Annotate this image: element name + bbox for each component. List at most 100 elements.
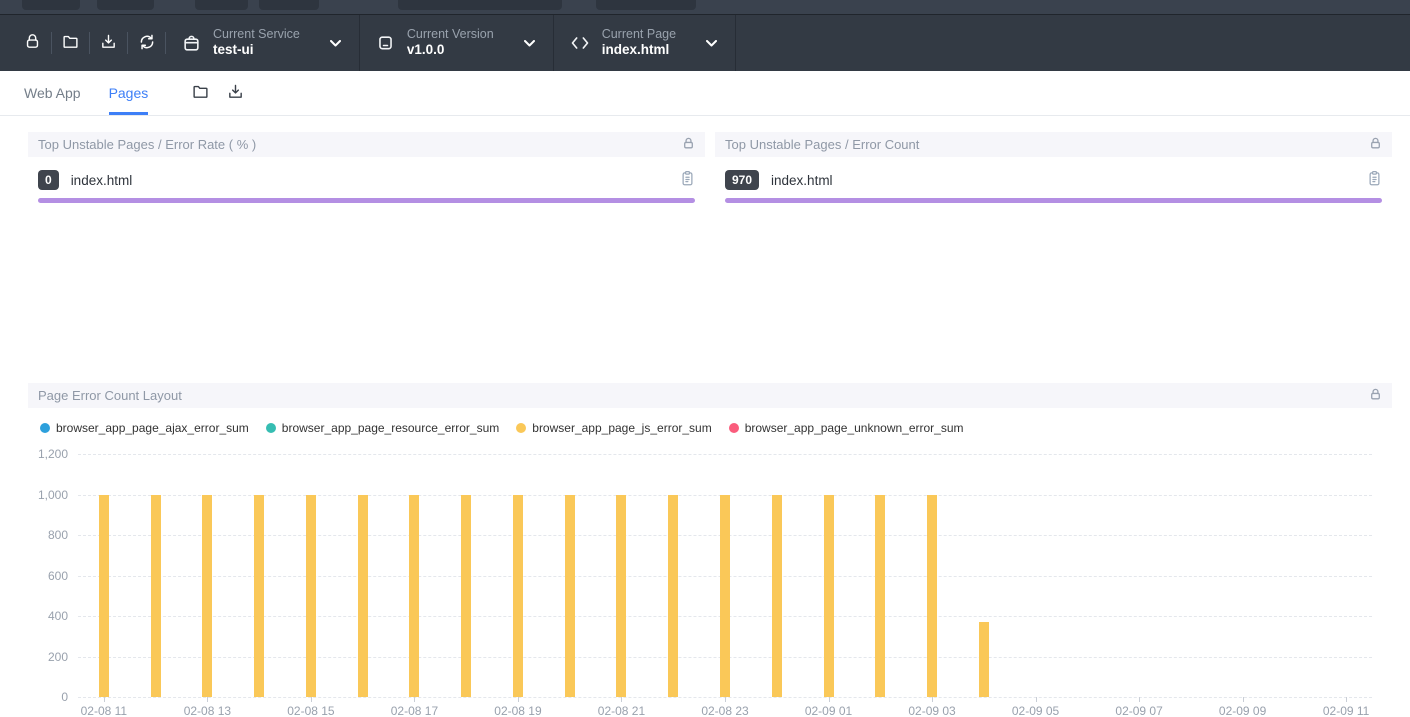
toolbar-icon-group [0, 15, 166, 71]
toolbar: Current Service test-ui Current Version … [0, 15, 1410, 71]
cutoff-button [398, 0, 562, 10]
page-selector-label: Current Page [602, 27, 676, 43]
x-axis-tick [725, 697, 726, 702]
legend-item-ajax[interactable]: browser_app_page_ajax_error_sum [40, 421, 249, 435]
copy-button[interactable] [680, 170, 695, 190]
chevron-down-icon [524, 40, 535, 47]
x-axis-tick [1243, 697, 1244, 702]
panel-lock-button[interactable] [1369, 388, 1382, 404]
x-axis-label: 02-08 19 [476, 704, 560, 717]
tab-download-button[interactable] [227, 83, 244, 103]
version-selector-value: v1.0.0 [407, 42, 494, 59]
x-axis-label: 02-08 23 [683, 704, 767, 717]
y-axis-label: 200 [28, 650, 68, 664]
code-icon [570, 35, 590, 51]
page-selector[interactable]: Current Page index.html [554, 15, 736, 71]
x-axis-tick [1139, 697, 1140, 702]
folder-button[interactable] [52, 33, 89, 53]
bar-browser_app_page_js_error_sum [306, 495, 316, 698]
legend-label: browser_app_page_unknown_error_sum [745, 421, 964, 435]
version-device-icon [376, 34, 395, 53]
chart-panel: Page Error Count Layout browser_app_page… [28, 383, 1392, 716]
legend-label: browser_app_page_js_error_sum [532, 421, 711, 435]
folder-icon [192, 83, 209, 103]
tab-pages[interactable]: Pages [109, 71, 149, 115]
legend-item-resource[interactable]: browser_app_page_resource_error_sum [266, 421, 499, 435]
page-name: index.html [771, 173, 1367, 188]
cutoff-button [596, 0, 696, 10]
chevron-down-icon [706, 40, 717, 47]
lock-button[interactable] [14, 33, 51, 53]
copy-button[interactable] [1367, 170, 1382, 190]
tab-web-app[interactable]: Web App [24, 71, 81, 115]
service-bag-icon [182, 34, 201, 53]
legend-item-js[interactable]: browser_app_page_js_error_sum [516, 421, 711, 435]
x-axis-tick [1346, 697, 1347, 702]
progress-bar [725, 198, 1382, 203]
cutoff-button [259, 0, 319, 10]
panel-header: Top Unstable Pages / Error Count [715, 132, 1392, 157]
panel-lock-button[interactable] [682, 137, 695, 153]
chart-title: Page Error Count Layout [38, 388, 182, 403]
bar-browser_app_page_js_error_sum [254, 495, 264, 698]
page-stat-row: 0 index.html [28, 157, 705, 197]
bar-browser_app_page_js_error_sum [151, 495, 161, 698]
refresh-icon [138, 33, 156, 54]
bar-browser_app_page_js_error_sum [720, 495, 730, 698]
bar-browser_app_page_js_error_sum [875, 495, 885, 698]
x-axis-tick [311, 697, 312, 702]
y-axis-label: 600 [28, 569, 68, 583]
y-axis-label: 0 [28, 690, 68, 704]
folder-icon [62, 33, 79, 53]
legend-dot [516, 423, 526, 433]
chevron-down-icon [330, 40, 341, 47]
progress-track [725, 198, 1382, 203]
tab-folder-button[interactable] [192, 83, 209, 103]
x-axis-label: 02-09 03 [890, 704, 974, 717]
download-button[interactable] [90, 33, 127, 53]
x-axis-label: 02-09 01 [787, 704, 871, 717]
legend-label: browser_app_page_ajax_error_sum [56, 421, 249, 435]
bar-browser_app_page_js_error_sum [99, 495, 109, 698]
x-axis-label: 02-09 05 [994, 704, 1078, 717]
x-axis-tick [1036, 697, 1037, 702]
x-axis-label: 02-09 07 [1097, 704, 1181, 717]
panel-lock-button[interactable] [1369, 137, 1382, 153]
panel-error-rate: Top Unstable Pages / Error Rate ( % ) 0 … [28, 132, 705, 203]
bar-browser_app_page_js_error_sum [979, 622, 989, 697]
x-axis-label: 02-08 21 [579, 704, 663, 717]
version-selector-label: Current Version [407, 27, 494, 43]
lock-icon [24, 33, 41, 53]
top-strip [0, 0, 1410, 15]
cutoff-button [195, 0, 248, 10]
x-axis-label: 02-08 15 [269, 704, 353, 717]
x-axis-tick [932, 697, 933, 702]
chart-legend: browser_app_page_ajax_error_sum browser_… [40, 421, 1392, 435]
bar-browser_app_page_js_error_sum [461, 495, 471, 698]
lock-icon [1369, 137, 1382, 153]
x-axis-tick [104, 697, 105, 702]
legend-item-unknown[interactable]: browser_app_page_unknown_error_sum [729, 421, 964, 435]
service-selector[interactable]: Current Service test-ui [166, 15, 360, 71]
page-name: index.html [71, 173, 680, 188]
legend-dot [266, 423, 276, 433]
refresh-button[interactable] [128, 33, 165, 54]
x-axis-label: 02-09 11 [1304, 704, 1388, 717]
x-axis-tick [829, 697, 830, 702]
version-selector[interactable]: Current Version v1.0.0 [360, 15, 554, 71]
cutoff-button [97, 0, 154, 10]
progress-track [38, 198, 695, 203]
download-icon [227, 83, 244, 103]
clipboard-icon [1367, 170, 1382, 190]
lock-icon [1369, 388, 1382, 404]
y-axis-label: 400 [28, 609, 68, 623]
progress-bar [38, 198, 695, 203]
panel-title: Top Unstable Pages / Error Count [725, 137, 919, 152]
service-selector-label: Current Service [213, 27, 300, 43]
legend-label: browser_app_page_resource_error_sum [282, 421, 499, 435]
panel-header: Top Unstable Pages / Error Rate ( % ) [28, 132, 705, 157]
x-axis-tick [414, 697, 415, 702]
bar-browser_app_page_js_error_sum [513, 495, 523, 698]
bar-browser_app_page_js_error_sum [772, 495, 782, 698]
tab-bar: Web App Pages [0, 71, 1410, 116]
